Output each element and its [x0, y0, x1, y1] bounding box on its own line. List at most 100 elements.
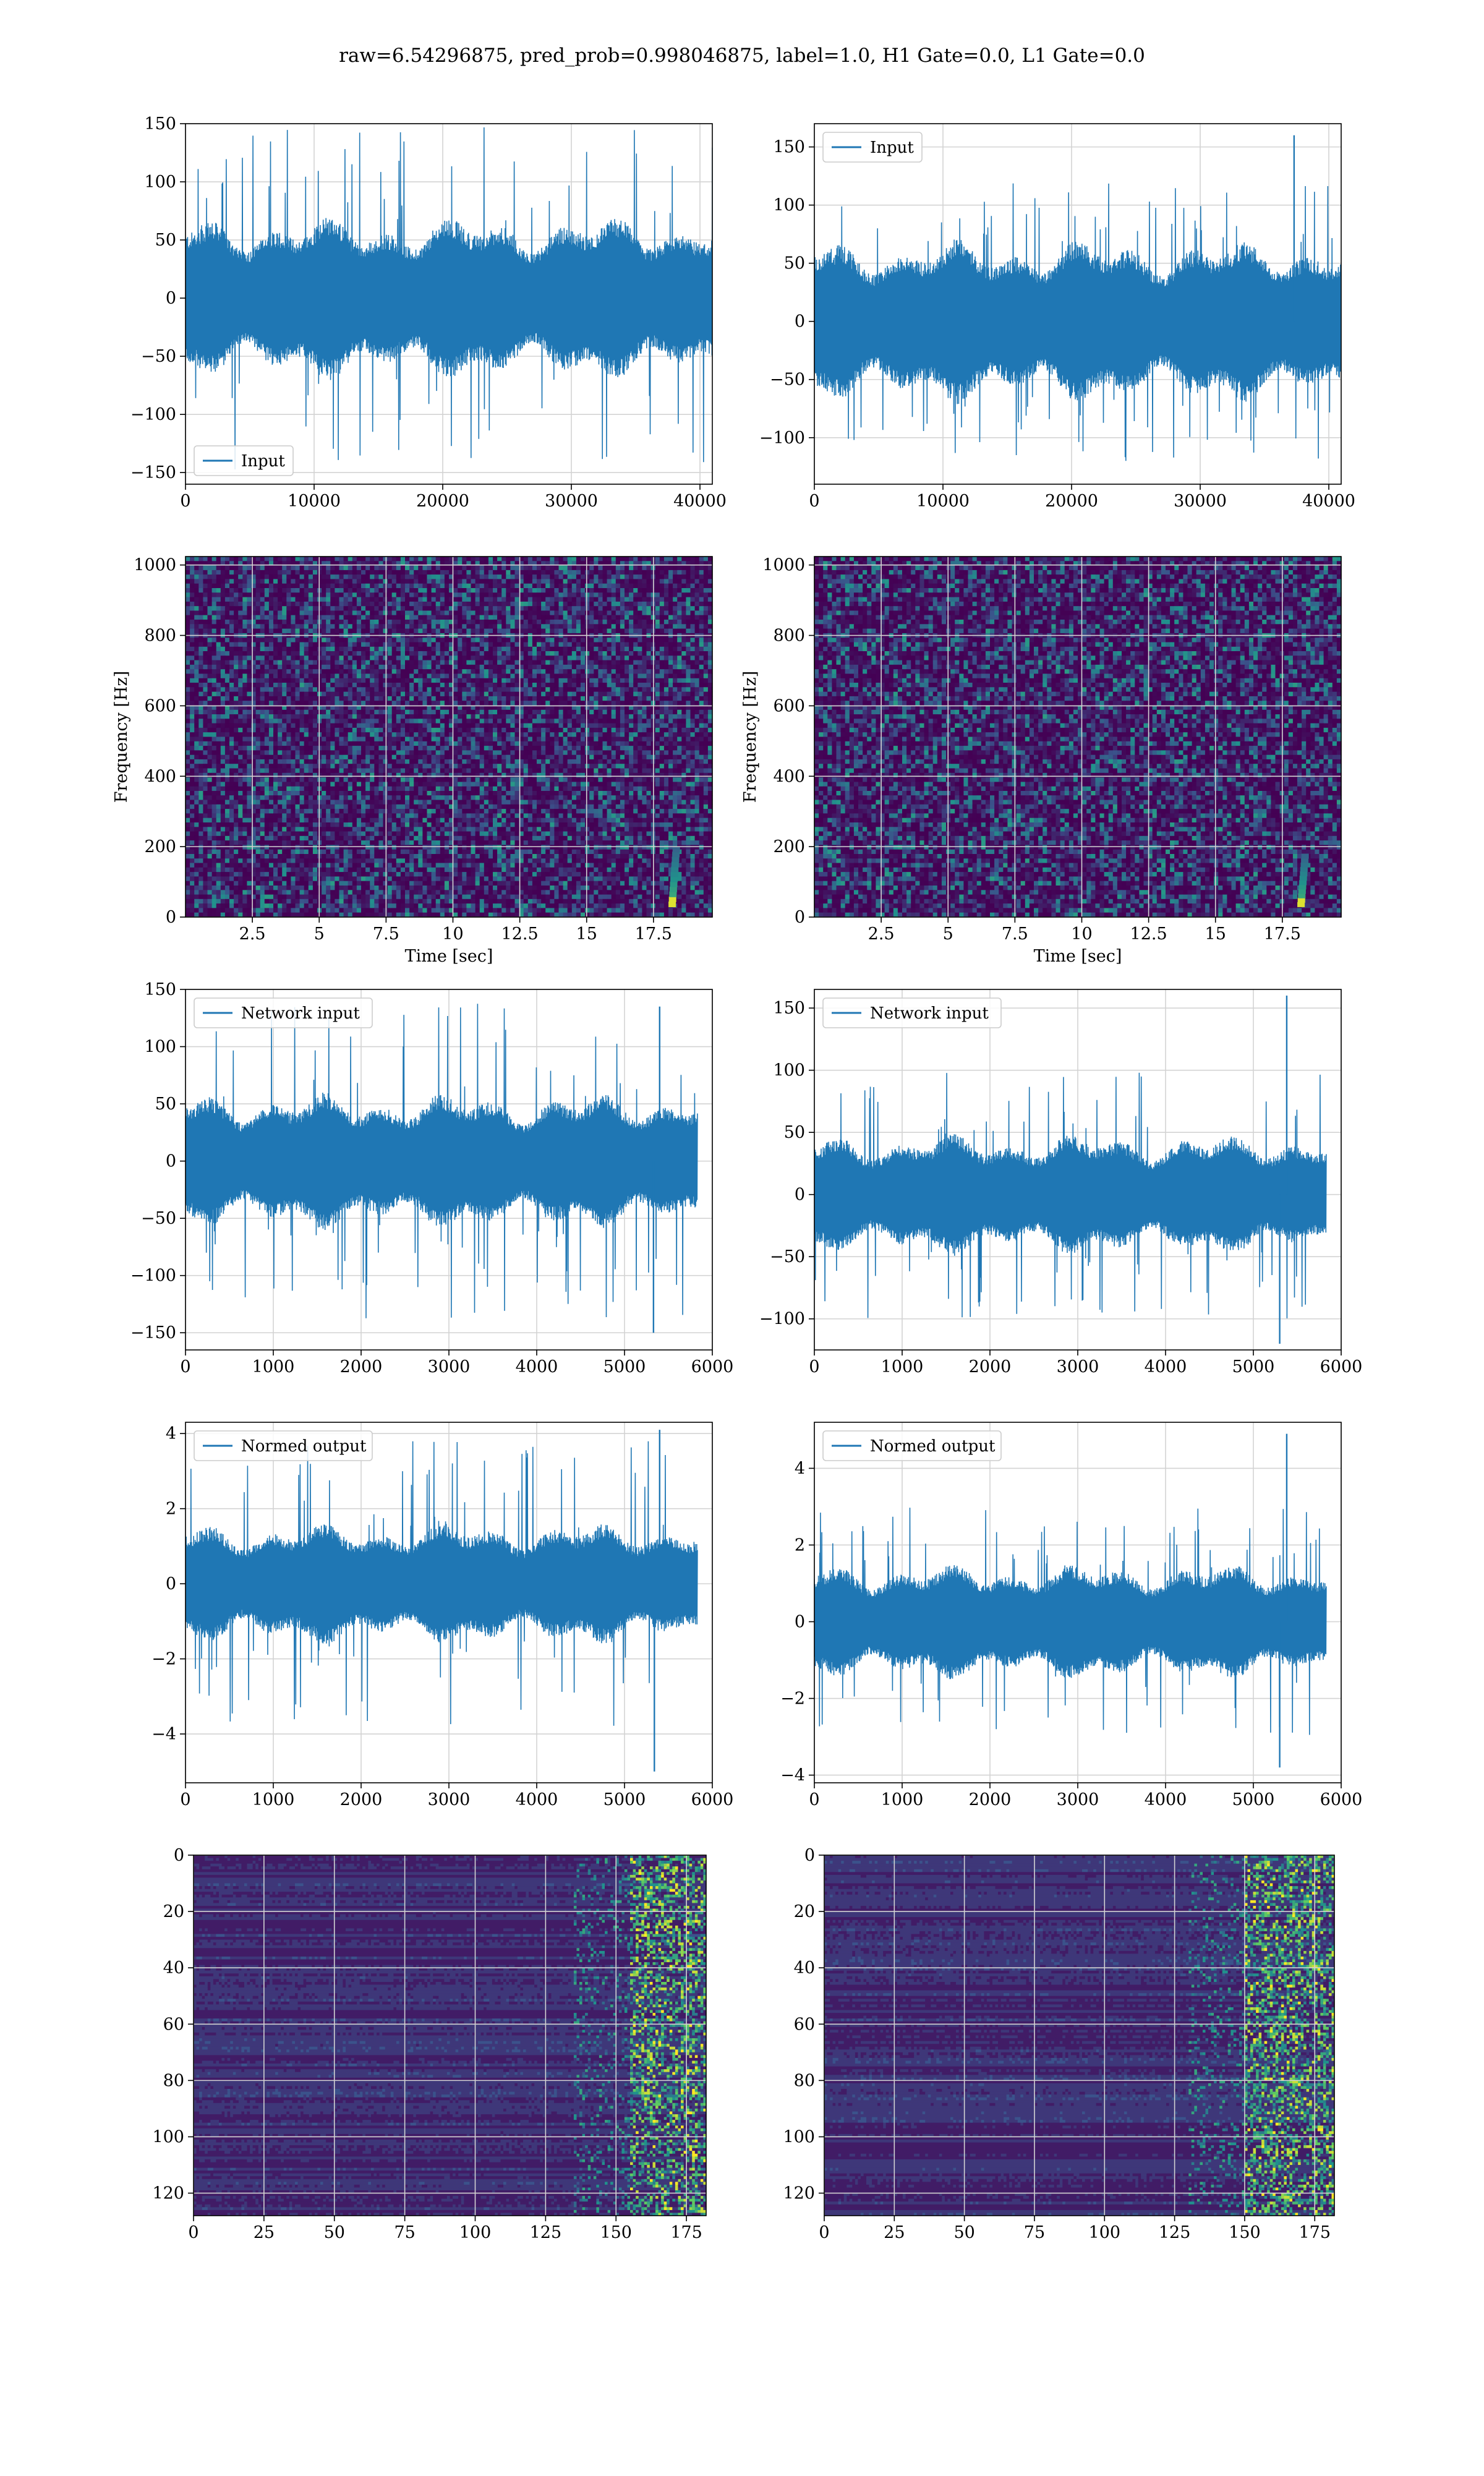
heatmap-cell — [427, 620, 432, 625]
heatmap-cell — [344, 592, 349, 597]
figure-title: raw=6.54296875, pred_prob=0.998046875, l… — [339, 45, 1145, 67]
heatmap-cell — [212, 592, 217, 597]
heatmap-cell — [576, 588, 581, 593]
heatmap-cell — [339, 642, 344, 647]
heatmap-cell — [589, 629, 594, 634]
heatmap-cell — [234, 629, 239, 634]
heatmap-cell — [497, 642, 502, 647]
heatmap-cell — [304, 588, 309, 593]
heatmap-cell — [309, 570, 313, 575]
heatmap-cell — [344, 606, 349, 611]
heatmap-cell — [296, 579, 301, 584]
heatmap-cell — [603, 638, 608, 642]
heatmap-cell — [625, 588, 629, 593]
heatmap-cell — [396, 611, 401, 616]
heatmap-cell — [436, 615, 441, 620]
heatmap-cell — [585, 566, 590, 571]
heatmap-cell — [357, 615, 362, 620]
heatmap-cell — [208, 624, 213, 629]
heatmap-cell — [453, 624, 458, 629]
heatmap-cell — [589, 597, 594, 602]
heatmap-cell — [453, 620, 458, 625]
heatmap-cell — [247, 592, 252, 597]
heatmap-cell — [612, 579, 616, 584]
heatmap-cell — [278, 566, 283, 571]
heatmap-cell — [427, 592, 432, 597]
heatmap-cell — [440, 570, 445, 575]
heatmap-cell — [581, 597, 586, 602]
heatmap-cell — [216, 624, 221, 629]
heatmap-cell — [515, 597, 520, 602]
heatmap-cell — [510, 566, 515, 571]
heatmap-cell — [647, 592, 652, 597]
heatmap-cell — [229, 579, 234, 584]
heatmap-cell — [436, 606, 441, 611]
heatmap-cell — [691, 615, 696, 620]
heatmap-cell — [357, 574, 362, 579]
heatmap-cell — [677, 557, 682, 561]
heatmap-cell — [655, 629, 660, 634]
heatmap-cell — [453, 642, 458, 647]
heatmap-cell — [198, 584, 203, 589]
heatmap-cell — [673, 588, 678, 593]
heatmap-cell — [221, 574, 226, 579]
heatmap-cell — [374, 647, 379, 652]
heatmap-cell — [528, 574, 533, 579]
heatmap-cell — [506, 592, 511, 597]
heatmap-cell — [581, 588, 586, 593]
heatmap-cell — [440, 620, 445, 625]
heatmap-cell — [242, 557, 247, 561]
heatmap-cell — [265, 611, 270, 616]
heatmap-cell — [647, 588, 652, 593]
heatmap-cell — [348, 642, 353, 647]
x-tick-label: 20000 — [1045, 492, 1098, 511]
heatmap-cell — [506, 588, 511, 593]
heatmap-cell — [432, 642, 437, 647]
heatmap-cell — [203, 588, 208, 593]
heatmap-cell — [242, 574, 247, 579]
heatmap-cell — [286, 642, 291, 647]
heatmap-cell — [642, 615, 647, 620]
heatmap-cell — [677, 611, 682, 616]
heatmap-cell — [668, 602, 673, 607]
heatmap-cell — [475, 574, 480, 579]
heatmap-cell — [370, 579, 375, 584]
heatmap-cell — [432, 592, 437, 597]
heatmap-cell — [361, 574, 366, 579]
heatmap-cell — [326, 574, 331, 579]
heatmap-cell — [550, 611, 555, 616]
heatmap-cell — [691, 624, 696, 629]
heatmap-cell — [238, 597, 243, 602]
heatmap-cell — [563, 570, 568, 575]
heatmap-cell — [383, 629, 388, 634]
heatmap-cell — [681, 566, 686, 571]
heatmap-cell — [409, 579, 414, 584]
heatmap-cell — [352, 620, 357, 625]
heatmap-cell — [695, 592, 700, 597]
heatmap-cell — [190, 629, 195, 634]
heatmap-cell — [510, 579, 515, 584]
heatmap-cell — [545, 615, 550, 620]
heatmap-cell — [484, 574, 489, 579]
heatmap-cell — [642, 579, 647, 584]
heatmap-cell — [603, 647, 608, 652]
heatmap-cell — [352, 579, 357, 584]
heatmap-cell — [238, 647, 243, 652]
heatmap-cell — [655, 592, 660, 597]
heatmap-cell — [660, 566, 665, 571]
heatmap-cell — [537, 620, 542, 625]
heatmap-cell — [550, 624, 555, 629]
heatmap-cell — [383, 611, 388, 616]
heatmap-cell — [480, 606, 485, 611]
heatmap-cell — [603, 566, 608, 571]
heatmap-cell — [229, 588, 234, 593]
heatmap-cell — [668, 597, 673, 602]
heatmap-cell — [493, 606, 498, 611]
heatmap-cell — [506, 611, 511, 616]
heatmap-cell — [422, 602, 427, 607]
heatmap-cell — [282, 588, 287, 593]
heatmap-cell — [304, 602, 309, 607]
heatmap-cell — [418, 638, 423, 642]
heatmap-cell — [660, 574, 665, 579]
